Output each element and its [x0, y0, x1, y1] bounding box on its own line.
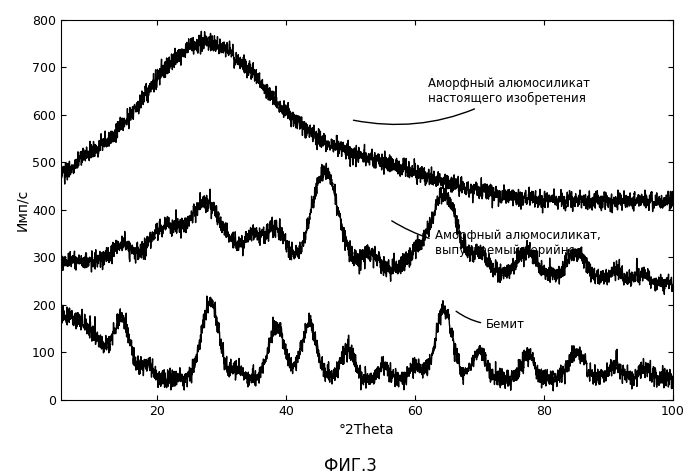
Text: Аморфный алюмосиликат
настоящего изобретения: Аморфный алюмосиликат настоящего изобрет…	[354, 77, 590, 124]
Text: Аморфный алюмосиликат,
выпускаемый серийно: Аморфный алюмосиликат, выпускаемый серий…	[392, 221, 601, 257]
Text: ФИГ.3: ФИГ.3	[323, 457, 377, 475]
Text: Бемит: Бемит	[456, 311, 525, 331]
Y-axis label: Имп/с: Имп/с	[15, 189, 29, 231]
X-axis label: °2Theta: °2Theta	[339, 423, 395, 437]
